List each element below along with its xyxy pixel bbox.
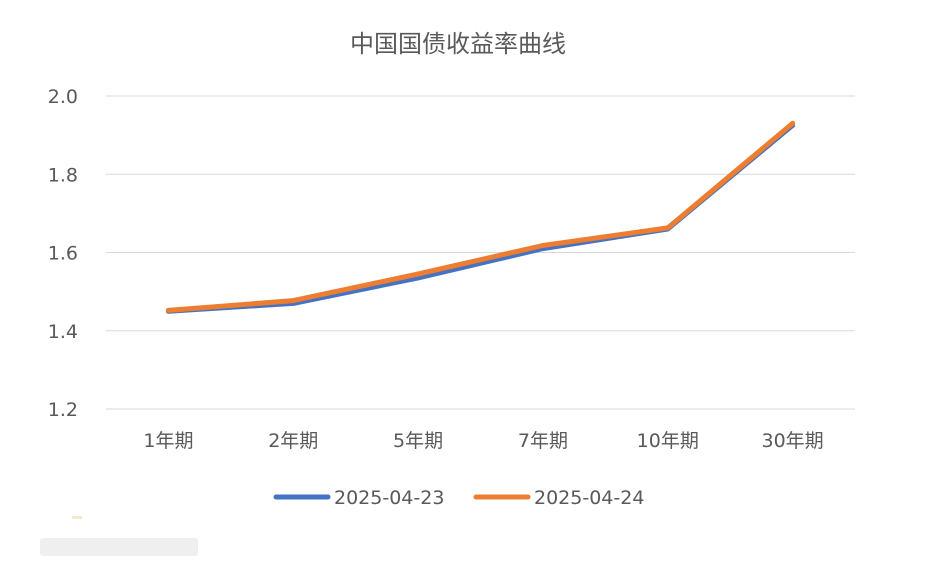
y-axis-ticks: 1.2 1.4 1.6 1.8 2.0: [48, 86, 78, 421]
legend-item: 2025-04-24: [473, 487, 644, 509]
x-tick-label: 1年期: [143, 430, 193, 452]
series-line-2: [165, 120, 796, 313]
x-axis-ticks: 1年期 2年期 5年期 7年期 10年期 30年期: [143, 430, 823, 452]
series-2-point: [790, 120, 796, 126]
series-2-point: [290, 298, 296, 304]
x-tick-label: 30年期: [761, 430, 823, 452]
watermark-image: [40, 516, 198, 556]
legend-label: 2025-04-23: [334, 487, 444, 509]
x-tick-label: 5年期: [393, 430, 443, 452]
chart-title: 中国国债收益率曲线: [350, 30, 566, 58]
y-tick-label: 1.2: [48, 399, 78, 421]
series-2-point: [415, 271, 421, 277]
legend-item: 2025-04-23: [273, 487, 444, 509]
y-tick-label: 1.8: [48, 164, 78, 186]
series-2-point: [165, 307, 171, 313]
series-2-point: [540, 242, 546, 248]
x-tick-label: 2年期: [268, 430, 318, 452]
legend-label: 2025-04-24: [534, 487, 644, 509]
y-tick-label: 1.4: [48, 321, 78, 343]
series-2-point: [665, 225, 671, 231]
y-tick-label: 2.0: [48, 86, 78, 108]
x-tick-label: 10年期: [637, 430, 699, 452]
x-tick-label: 7年期: [518, 430, 568, 452]
legend: 2025-04-23 2025-04-24: [273, 487, 644, 509]
series-lines: [165, 120, 796, 314]
y-tick-label: 1.6: [48, 243, 78, 265]
series-line-1: [165, 122, 796, 314]
gridlines: [106, 95, 855, 410]
